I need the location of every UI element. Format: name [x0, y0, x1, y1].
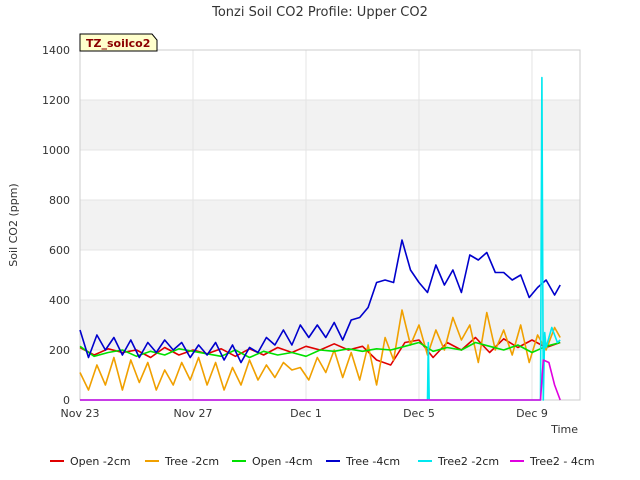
legend-label: Tree -4cm [345, 455, 400, 468]
site-tag-label: TZ_soilco2 [86, 37, 150, 50]
series-open-4cm [79, 341, 561, 359]
y-tick-label: 1400 [42, 44, 70, 57]
chart-title: Tonzi Soil CO2 Profile: Upper CO2 [211, 5, 428, 20]
x-axis-label: Time [550, 423, 578, 436]
legend: Open -2cm Tree -2cm Open -4cm Tree -4cm Tree… [50, 455, 595, 468]
shaded-band-2 [80, 100, 580, 150]
legend-label: Tree2 -2cm [437, 455, 499, 468]
legend-item: Tree -2cm [145, 455, 219, 468]
series-tree-2cm [79, 309, 561, 391]
y-tick-label: 200 [49, 344, 70, 357]
legend-item: Open -4cm [232, 455, 313, 468]
legend-item: Tree -4cm [326, 455, 400, 468]
y-tick-label: 1000 [42, 144, 70, 157]
y-axis-label: Soil CO2 (ppm) [7, 183, 20, 266]
legend-label: Tree -2cm [164, 455, 219, 468]
x-tick-label: Nov 27 [174, 407, 213, 420]
shaded-band-1 [80, 200, 580, 250]
series-lines [79, 76, 561, 401]
series-tree2-2cm [80, 76, 561, 401]
shaded-bands [80, 100, 580, 350]
series-tree2-4cm [80, 359, 561, 401]
x-tick-label: Dec 9 [516, 407, 548, 420]
y-tick-label: 800 [49, 194, 70, 207]
y-tick-label: 400 [49, 294, 70, 307]
x-tick-label: Nov 23 [61, 407, 100, 420]
y-tick-label: 0 [63, 394, 70, 407]
y-tick-label: 1200 [42, 94, 70, 107]
gridlines [79, 49, 580, 401]
legend-label: Open -4cm [252, 455, 313, 468]
y-tick-label: 600 [49, 244, 70, 257]
x-tick-label: Dec 1 [290, 407, 322, 420]
legend-label: Tree2 - 4cm [529, 455, 595, 468]
shaded-band-0 [80, 300, 580, 350]
site-tag: TZ_soilco2 [79, 33, 158, 52]
legend-item: Tree2 -2cm [418, 455, 499, 468]
x-tick-label: Dec 5 [403, 407, 435, 420]
legend-item: Tree2 - 4cm [510, 455, 595, 468]
legend-label: Open -2cm [70, 455, 131, 468]
series-tree-4cm [79, 239, 561, 364]
legend-item: Open -2cm [50, 455, 131, 468]
y-axis: 0 200 400 600 800 1000 1200 1400 [42, 44, 70, 407]
x-axis: Nov 23 Nov 27 Dec 1 Dec 5 Dec 9 [61, 407, 548, 420]
